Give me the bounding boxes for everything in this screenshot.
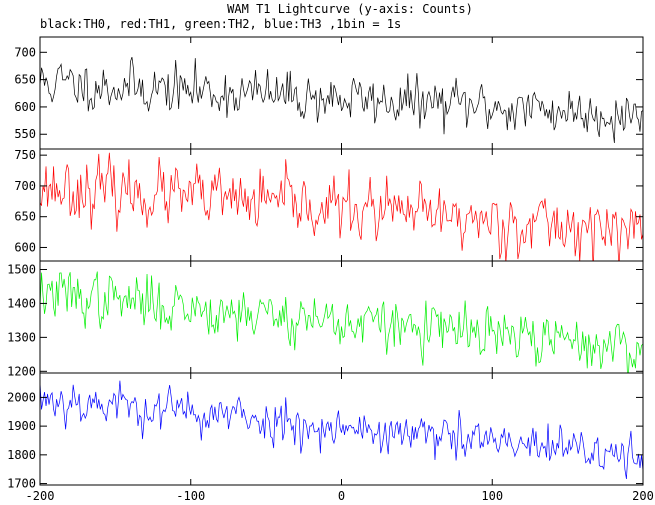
x-tick-label: 200 bbox=[632, 489, 654, 503]
chart-subtitle: black:TH0, red:TH1, green:TH2, blue:TH3 … bbox=[40, 17, 401, 31]
y-tick-label: 2000 bbox=[7, 390, 36, 404]
y-tick-label: 1400 bbox=[7, 296, 36, 310]
y-tick-label: 1700 bbox=[7, 477, 36, 491]
x-tick-label: -100 bbox=[176, 489, 205, 503]
series-line-th2 bbox=[40, 271, 643, 373]
x-tick-label: 0 bbox=[338, 489, 345, 503]
panel-frame bbox=[39, 372, 644, 486]
x-axis: -200 -100 0 100 200 bbox=[26, 489, 654, 503]
panel-frame bbox=[39, 36, 644, 150]
panel-th2: 1200 1300 1400 1500 bbox=[7, 260, 644, 378]
y-tick-label: 1300 bbox=[7, 330, 36, 344]
y-tick-label: 700 bbox=[14, 179, 36, 193]
y-tick-label: 550 bbox=[14, 127, 36, 141]
y-tick-label: 1200 bbox=[7, 364, 36, 378]
y-tick-label: 600 bbox=[14, 100, 36, 114]
series-line-th0 bbox=[40, 56, 643, 144]
y-tick-label: 600 bbox=[14, 240, 36, 254]
y-tick-label: 700 bbox=[14, 45, 36, 59]
y-tick-label: 1900 bbox=[7, 419, 36, 433]
y-tick-label: 750 bbox=[14, 148, 36, 162]
panel-th3: 1700 1800 1900 2000 bbox=[7, 372, 644, 491]
chart-title: WAM T1 Lightcurve (y-axis: Counts) bbox=[227, 2, 473, 16]
panel-frame bbox=[39, 148, 644, 262]
x-tick-label: -200 bbox=[26, 489, 55, 503]
y-tick-label: 1500 bbox=[7, 262, 36, 276]
y-tick-label: 1800 bbox=[7, 448, 36, 462]
panels-group: 550 600 650 700 600 650 700 750 1200 1300 1400 1500… bbox=[7, 36, 644, 491]
panel-th0: 550 600 650 700 bbox=[14, 36, 644, 150]
panel-th1: 600 650 700 750 bbox=[14, 148, 644, 262]
x-tick-label: 100 bbox=[481, 489, 503, 503]
y-tick-label: 650 bbox=[14, 210, 36, 224]
y-tick-label: 650 bbox=[14, 73, 36, 87]
series-line-th3 bbox=[40, 380, 643, 480]
series-line-th1 bbox=[40, 152, 643, 261]
panel-frame bbox=[39, 260, 644, 374]
